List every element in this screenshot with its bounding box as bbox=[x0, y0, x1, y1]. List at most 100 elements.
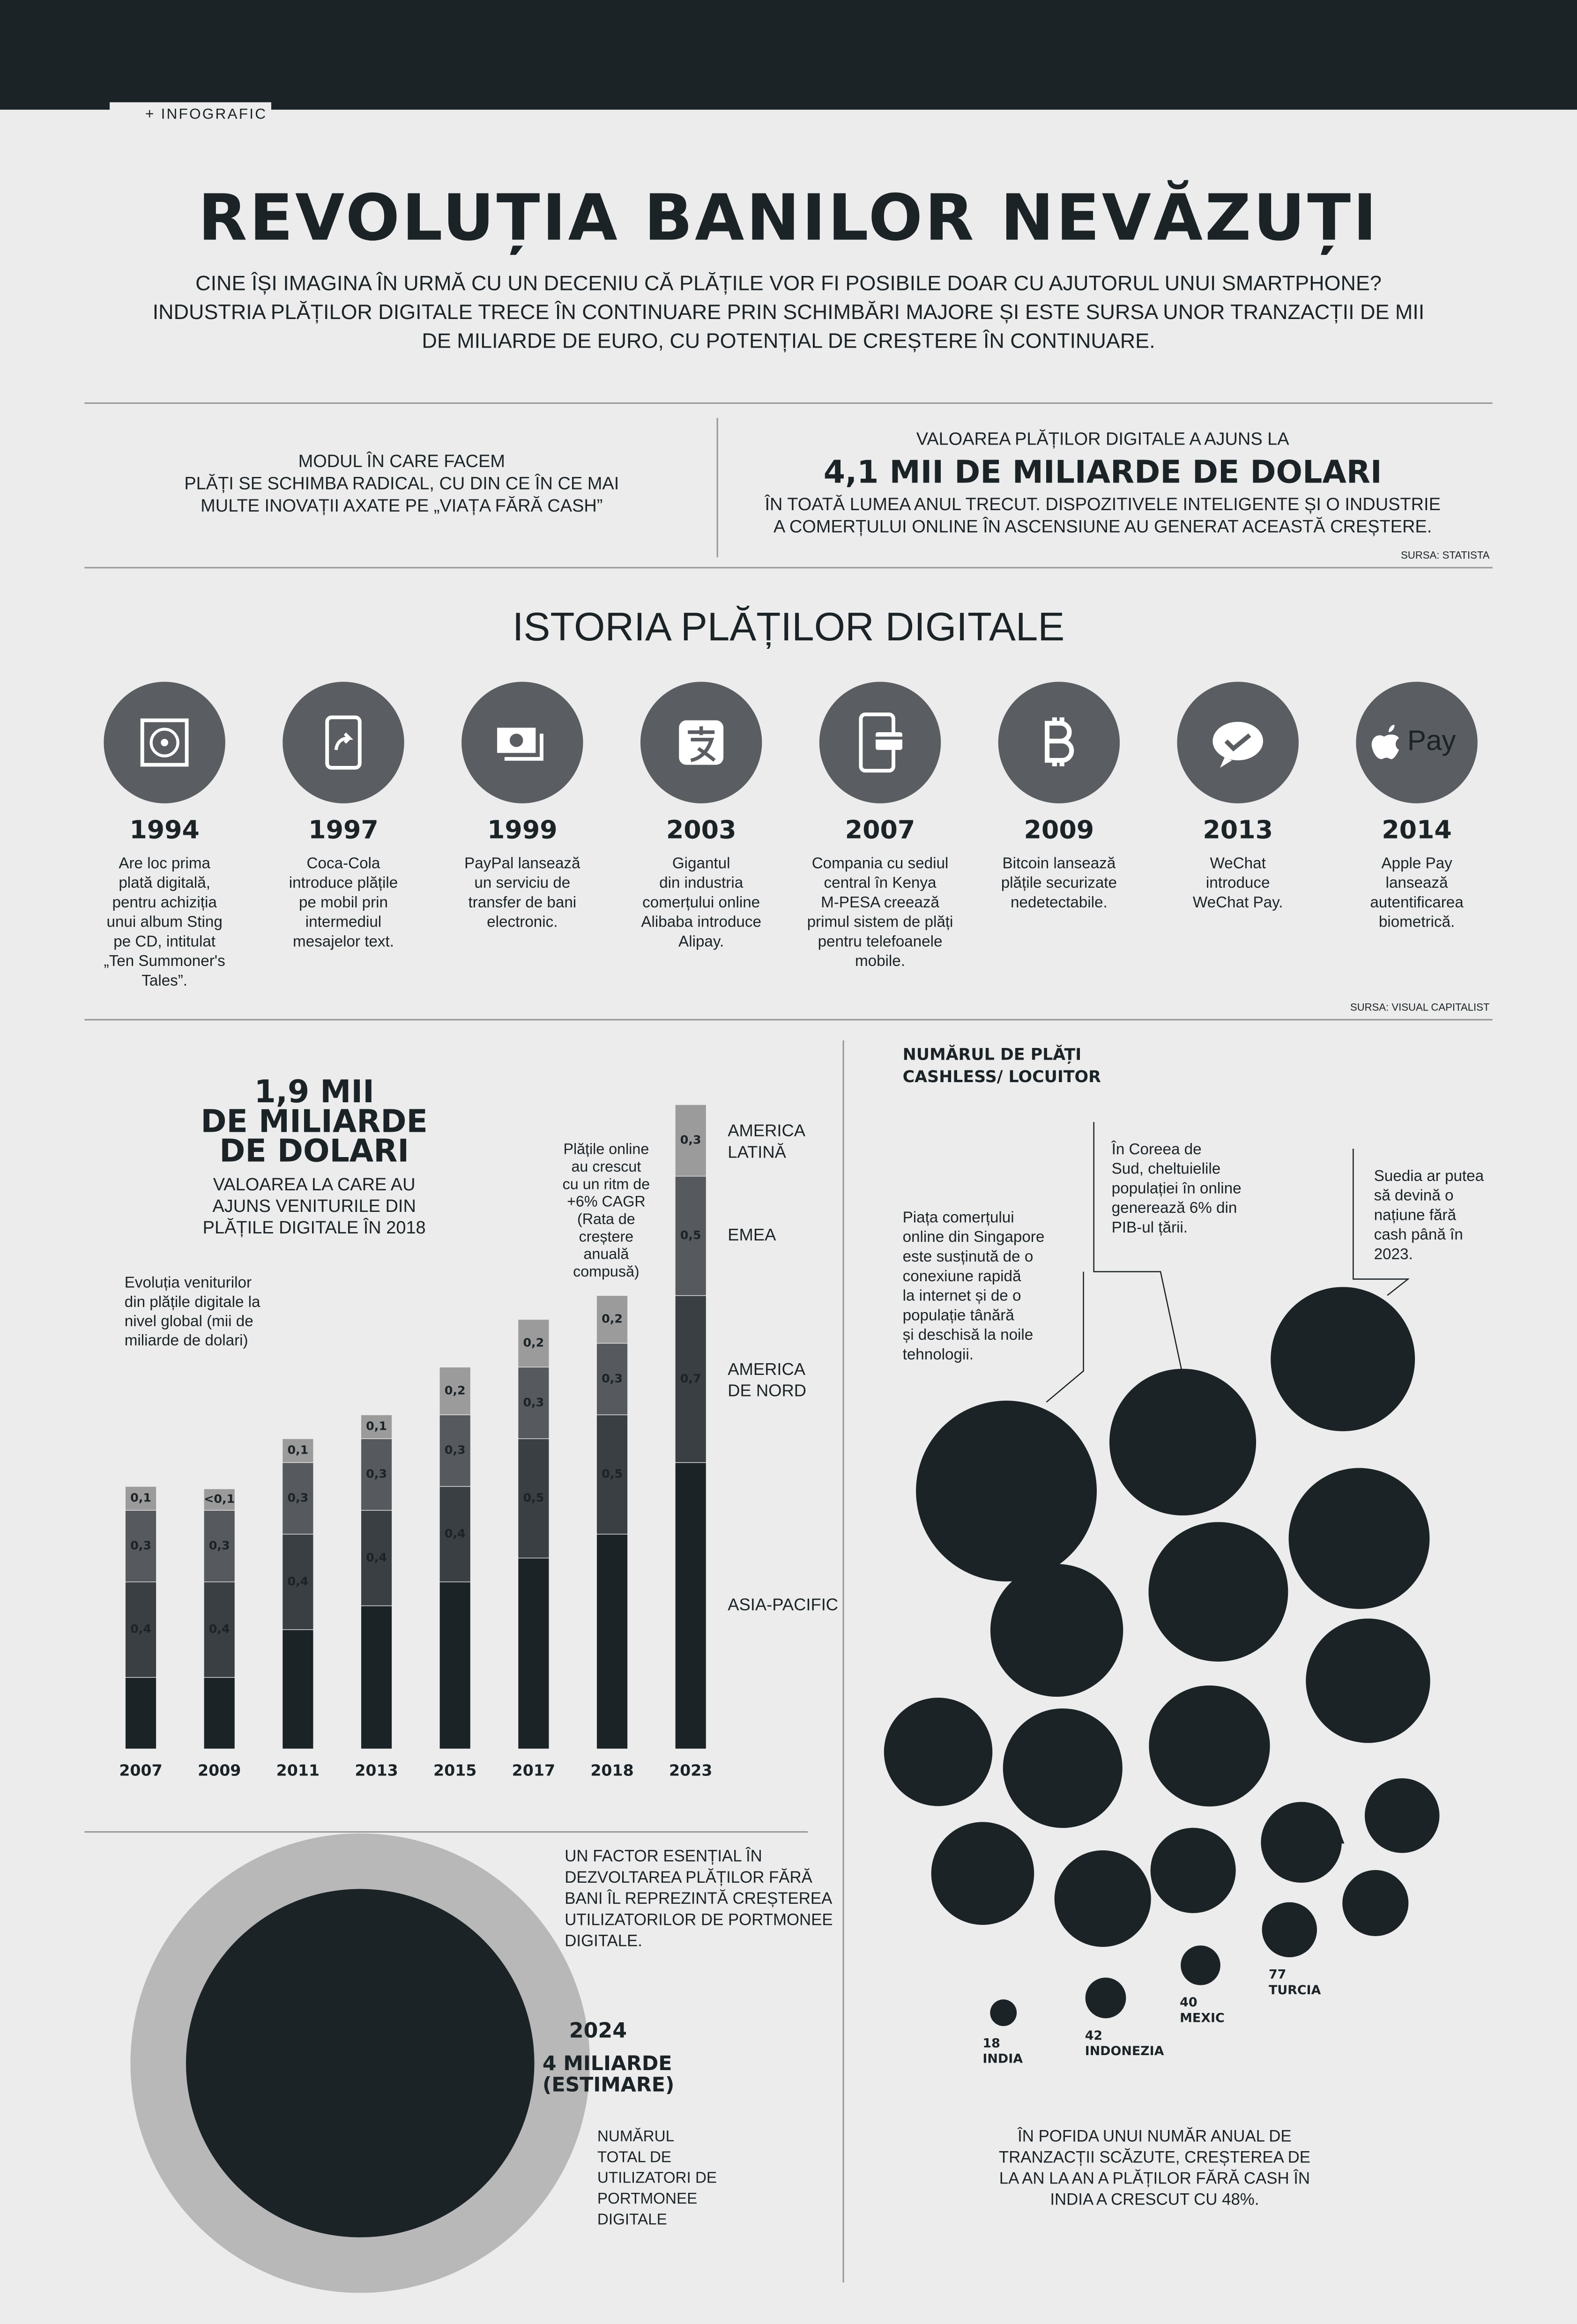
year: 1999 bbox=[487, 815, 558, 845]
bar-segment bbox=[675, 1176, 707, 1296]
bubble-label: COREEA DE SUD bbox=[1147, 1432, 1232, 1462]
intro: INDUSTRIA PLĂȚILOR DIGITALE TRECE ÎN CON… bbox=[153, 300, 1425, 324]
bar-segment bbox=[439, 1582, 471, 1750]
year: 1994 bbox=[129, 815, 200, 845]
data-label: 0,5 bbox=[287, 1682, 308, 1695]
summary-left: MODUL ÎN CARE FACEM bbox=[298, 451, 505, 471]
bubble bbox=[1261, 1802, 1342, 1883]
icon bbox=[497, 728, 543, 761]
event-text: PayPal lansează bbox=[464, 854, 580, 872]
icon bbox=[1371, 725, 1399, 759]
bar-segment bbox=[518, 1558, 550, 1750]
title: REVOLUȚIA BANILOR NEVĂZUȚI bbox=[198, 180, 1379, 255]
bubble-value: 529 bbox=[1307, 1334, 1333, 1348]
icon bbox=[1213, 721, 1263, 768]
chart-title: 1,9 MII bbox=[254, 1073, 374, 1110]
event-text: Alibaba introduce bbox=[641, 913, 761, 931]
event-text: electronic. bbox=[487, 913, 558, 931]
bubble-value: 393 bbox=[1334, 1655, 1360, 1670]
event-text: Are loc prima bbox=[119, 854, 210, 872]
year: 2003 bbox=[666, 815, 736, 845]
icon bbox=[1224, 733, 1251, 752]
event-text: lansează bbox=[1386, 874, 1448, 891]
bar-segment bbox=[203, 1677, 236, 1750]
bubble-label: BELGIA bbox=[1176, 1736, 1227, 1751]
bar-segment bbox=[125, 1582, 157, 1678]
bubble-value: 299 bbox=[908, 1726, 935, 1741]
wallet-value: 4 MILIARDE bbox=[543, 2052, 672, 2075]
legend-label: AMERICA LATINĂ bbox=[728, 1121, 809, 1161]
intro: DE MILIARDE DE EURO, CU POTENȚIAL DE CRE… bbox=[422, 329, 1155, 353]
summary-left: PLĂȚI SE SCHIMBA RADICAL, CU DIN CE ÎN C… bbox=[184, 474, 619, 494]
bubble-value: 142 bbox=[1382, 1790, 1408, 1804]
source: SURSA: VISUAL CAPITALIST bbox=[1350, 1001, 1490, 1013]
year: 2013 bbox=[1203, 815, 1273, 845]
bubble-label: BRAZILIA bbox=[1279, 1832, 1345, 1847]
tag: + INFOGRAFIC bbox=[145, 105, 267, 122]
summary-text: A COMERȚULUI ONLINE ÎN ASCENSIUNE AU GEN… bbox=[774, 516, 1432, 536]
bubble-value: 269 bbox=[954, 1848, 981, 1863]
bubble-label: REGATUL UNIT bbox=[1021, 1620, 1090, 1650]
event-text: un serviciu de bbox=[474, 874, 570, 891]
bubble bbox=[1271, 1287, 1415, 1432]
bubble bbox=[1148, 1522, 1288, 1662]
bar-segment bbox=[282, 1629, 314, 1750]
bubble-label: RUSIA bbox=[1076, 1889, 1120, 1903]
chart-note: nivel global (mii de bbox=[125, 1313, 253, 1330]
chart-annotation: compusă) bbox=[573, 1263, 640, 1280]
bubble bbox=[1150, 1827, 1236, 1913]
annotation: este susținută de o bbox=[903, 1248, 1034, 1265]
chart-note: UTILIZATORI DE bbox=[597, 2169, 717, 2187]
icon bbox=[325, 715, 362, 770]
data-label: 0,4 bbox=[366, 1551, 387, 1564]
icon bbox=[1371, 725, 1399, 759]
chart-subtitle: AJUNS VENITURILE DIN bbox=[212, 1196, 416, 1216]
data-label: 0,5 bbox=[523, 1491, 544, 1505]
annotation: să devină o bbox=[1374, 1187, 1454, 1204]
icon bbox=[876, 732, 902, 750]
icon bbox=[140, 718, 189, 767]
data-label: 0,2 bbox=[523, 1336, 544, 1349]
x-tick-label: 2023 bbox=[669, 1761, 712, 1779]
data-label: 0,1 bbox=[130, 1491, 151, 1505]
x-tick-label: 2013 bbox=[355, 1761, 398, 1779]
bar-segment bbox=[360, 1605, 393, 1750]
data-label: <0,1 bbox=[204, 1492, 235, 1506]
bubble bbox=[990, 1564, 1123, 1697]
bubble-value: 372 bbox=[1176, 1721, 1202, 1735]
bar-segment bbox=[596, 1295, 628, 1344]
chart-annotation: au crescut bbox=[571, 1158, 641, 1175]
data-label: 0,8 bbox=[523, 1646, 544, 1660]
bubble-label: STATELE UNITE bbox=[1183, 1582, 1247, 1612]
annotation: 2023. bbox=[1374, 1246, 1413, 1263]
annotation: și deschisă la noile bbox=[903, 1326, 1034, 1344]
bubble-label: INDONEZIA bbox=[1085, 2044, 1164, 2058]
x-tick-label: 2009 bbox=[198, 1761, 241, 1779]
data-label: 0,4 bbox=[287, 1574, 308, 1588]
event-text: pe CD, intitulat bbox=[113, 933, 216, 950]
data-label: 1,2 bbox=[680, 1598, 701, 1612]
bar-segment bbox=[203, 1582, 236, 1678]
top-band bbox=[0, 0, 1577, 110]
data-label: 0,1 bbox=[287, 1443, 308, 1457]
wallet-value: 2,3 bbox=[329, 2050, 364, 2074]
event-text: Gigantul bbox=[672, 854, 730, 872]
legend-label: ASIA-PACIFIC bbox=[728, 1595, 838, 1614]
event-text: primul sistem de plăți bbox=[807, 913, 953, 931]
chart-subtitle: BANI ÎL REPREZINTĂ CREȘTEREA bbox=[565, 1889, 833, 1908]
event-text: autentificarea bbox=[1370, 894, 1464, 911]
annotation: online din Singapore bbox=[903, 1228, 1045, 1246]
chart-annotation: creștere bbox=[579, 1228, 633, 1245]
bubble bbox=[1342, 1870, 1409, 1936]
bubble-label: CANADA bbox=[1334, 1671, 1393, 1685]
icon bbox=[325, 715, 362, 770]
chart-title: NUMĂRUL DE PLĂȚI bbox=[903, 1044, 1082, 1064]
bar-segment bbox=[596, 1414, 628, 1535]
legend-label: AMERICA DE NORD bbox=[728, 1359, 809, 1400]
wallet-circle bbox=[186, 1889, 535, 2238]
tag-box bbox=[110, 102, 271, 126]
bar-segment bbox=[282, 1438, 314, 1463]
icon bbox=[1220, 757, 1232, 768]
data-label: 0,2 bbox=[445, 1383, 466, 1397]
